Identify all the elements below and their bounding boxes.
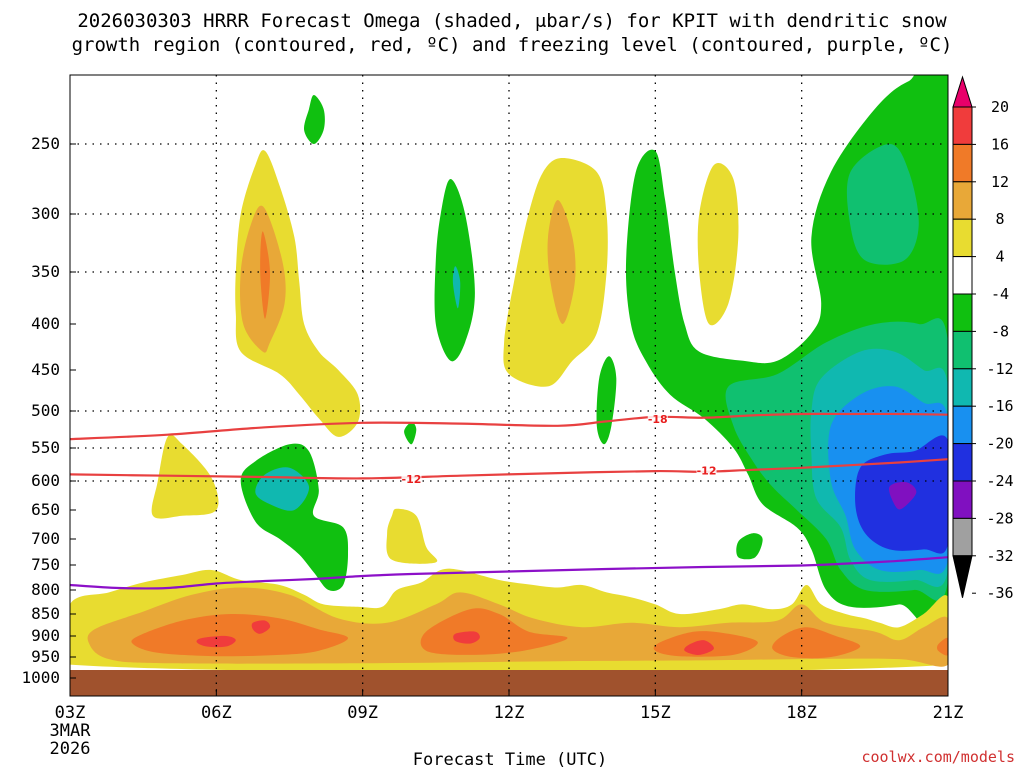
y-tick-label-850: 850 bbox=[31, 604, 60, 623]
x-tick-label-09Z: 09Z bbox=[347, 703, 378, 723]
chart-title-line-1: 2026030303 HRRR Forecast Omega (shaded, … bbox=[77, 10, 947, 32]
omega-shading bbox=[70, 75, 948, 673]
omega-region-26 bbox=[420, 608, 568, 655]
colorbar-box-9 bbox=[952, 405, 973, 445]
colorbar-box-8 bbox=[952, 368, 973, 407]
x-tick-label-03Z: 03Z bbox=[55, 703, 86, 723]
colorbar-label-2: 12 bbox=[991, 173, 1009, 191]
y-tick-label-400: 400 bbox=[31, 314, 60, 333]
colorbar-label-3: 8 bbox=[995, 210, 1004, 228]
omega-region-11 bbox=[404, 422, 417, 445]
plot-area: -18 -12 -12 bbox=[69, 74, 949, 697]
contour-label-bg-1 bbox=[401, 472, 422, 486]
contour-lines bbox=[70, 412, 948, 590]
colorbar-box-4 bbox=[952, 218, 973, 258]
x-tick-label-18Z: 18Z bbox=[786, 703, 817, 723]
colorbar-box-2 bbox=[952, 143, 973, 183]
x-axis-title: Forecast Time (UTC) bbox=[413, 750, 607, 768]
x-date-label-day: 3MAR bbox=[50, 721, 92, 741]
credit-text: coolwx.com/models bbox=[861, 748, 1015, 766]
contour-labels: -18 -12 -12 bbox=[401, 412, 717, 486]
x-date-label-year: 2026 bbox=[50, 739, 91, 759]
omega-region-25 bbox=[131, 613, 348, 657]
colorbar-box-12 bbox=[952, 517, 973, 557]
colorbar-label-10: -24 bbox=[986, 472, 1013, 490]
omega-region-7 bbox=[386, 508, 438, 564]
colorbar-box-11 bbox=[952, 480, 973, 519]
y-tick-label-600: 600 bbox=[31, 471, 60, 490]
colorbar-label-1: 16 bbox=[991, 135, 1009, 153]
y-tick-label-300: 300 bbox=[31, 204, 60, 223]
colorbar-label-6: -8 bbox=[991, 322, 1009, 340]
omega-region-29 bbox=[937, 637, 948, 656]
colorbar-label-12: -32 bbox=[986, 547, 1013, 565]
colorbar-label-11: -28 bbox=[986, 509, 1013, 527]
colorbar-label-5: -4 bbox=[991, 285, 1009, 303]
contour-label-1: -12 bbox=[402, 473, 422, 486]
omega-region-8 bbox=[303, 95, 325, 144]
omega-region-22 bbox=[888, 481, 917, 510]
colorbar-label-13: -36 bbox=[986, 584, 1013, 602]
colorbar-box-7 bbox=[952, 330, 973, 370]
colorbar-box-3 bbox=[952, 181, 973, 220]
y-tick-label-550: 550 bbox=[31, 438, 60, 457]
omega-region-2 bbox=[260, 231, 271, 319]
colorbar-box-5 bbox=[952, 256, 973, 295]
chart-title-line-2: growth region (contoured, red, ºC) and f… bbox=[72, 34, 953, 56]
y-tick-label-250: 250 bbox=[31, 134, 60, 153]
colorbar-bottom-triangle bbox=[952, 555, 973, 598]
contour-label-0: -18 bbox=[648, 413, 668, 426]
y-tick-label-450: 450 bbox=[31, 360, 60, 379]
x-tick-label-06Z: 06Z bbox=[201, 703, 232, 723]
contour-dgz-top bbox=[70, 412, 948, 441]
contour-label-bg-2 bbox=[696, 463, 717, 477]
y-tick-label-700: 700 bbox=[31, 529, 60, 548]
y-tick-label-650: 650 bbox=[31, 500, 60, 519]
omega-region-28 bbox=[772, 627, 861, 659]
dotted-grid bbox=[70, 75, 948, 696]
y-tick-label-950: 950 bbox=[31, 647, 60, 666]
omega-region-13 bbox=[736, 533, 763, 560]
colorbar-box-6 bbox=[952, 293, 973, 332]
colorbar-box-1 bbox=[952, 106, 973, 145]
y-tick-label-350: 350 bbox=[31, 262, 60, 281]
colorbar-label-8: -16 bbox=[986, 397, 1013, 415]
omega-region-31 bbox=[251, 620, 271, 634]
x-tick-label-15Z: 15Z bbox=[640, 703, 671, 723]
colorbar-label-7: -12 bbox=[986, 360, 1013, 378]
omega-region-4 bbox=[547, 200, 576, 324]
colorbar-top-triangle bbox=[952, 75, 973, 108]
y-axis: 250 300 350 400 450 500 550 600 650 700 750 800 850 9… bbox=[21, 134, 76, 687]
x-axis: 03Z 06Z 09Z 12Z 15Z 18Z 21Z bbox=[55, 689, 964, 723]
omega-region-30 bbox=[196, 635, 236, 648]
y-tick-label-750: 750 bbox=[31, 555, 60, 574]
x-tick-label-12Z: 12Z bbox=[494, 703, 525, 723]
colorbar-label-9: -20 bbox=[986, 435, 1013, 453]
x-tick-label-21Z: 21Z bbox=[933, 703, 964, 723]
contour-dgz-bottom bbox=[70, 458, 948, 480]
colorbar-box-10 bbox=[952, 443, 973, 482]
contour-freezing-level bbox=[70, 556, 948, 590]
colorbar: 20 16 12 8 4 -4 -8 -12 -16 -20 -24 -28 -32 -36 bbox=[952, 75, 1014, 602]
y-tick-label-1000: 1000 bbox=[21, 668, 60, 687]
y-tick-label-500: 500 bbox=[31, 401, 60, 420]
omega-region-33 bbox=[684, 640, 714, 655]
contour-label-2: -12 bbox=[697, 464, 717, 477]
y-tick-label-900: 900 bbox=[31, 626, 60, 645]
colorbar-label-4: 4 bbox=[995, 248, 1004, 266]
colorbar-label-0: 20 bbox=[991, 98, 1009, 116]
omega-region-5 bbox=[697, 163, 739, 326]
omega-region-17 bbox=[846, 144, 919, 265]
y-tick-label-800: 800 bbox=[31, 580, 60, 599]
omega-region-32 bbox=[453, 631, 480, 644]
contour-label-bg-0 bbox=[647, 412, 668, 426]
omega-region-10 bbox=[452, 266, 461, 309]
